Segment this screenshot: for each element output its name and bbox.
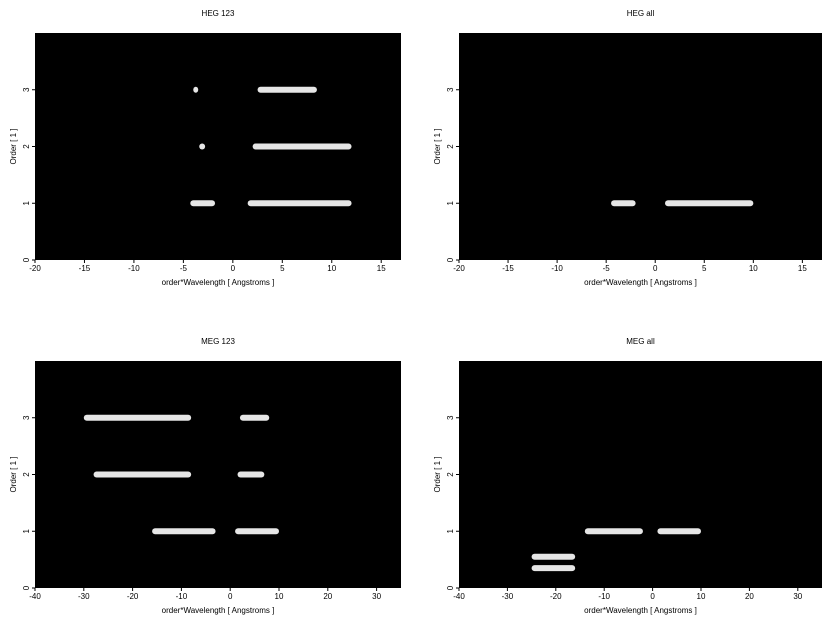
x-tick-label: 10: [327, 264, 336, 273]
band: [93, 471, 192, 478]
x-tick-label: 30: [372, 592, 381, 601]
x-tick-label: 0: [653, 264, 658, 273]
x-tick-label: 20: [323, 592, 332, 601]
x-tick-label: -10: [551, 264, 563, 273]
x-tick-label: 5: [702, 264, 707, 273]
x-tick-label: -15: [502, 264, 514, 273]
x-tick-label: 15: [798, 264, 807, 273]
chart-title: MEG all: [626, 337, 655, 346]
y-axis-label: Order [ 1 ]: [433, 456, 442, 492]
plot-background: [35, 361, 401, 588]
x-axis-label: order*Wavelength [ Angstroms ]: [162, 278, 275, 287]
y-tick-label: 0: [22, 585, 31, 590]
band: [531, 553, 576, 560]
y-axis-label: Order [ 1 ]: [9, 128, 18, 164]
y-tick-label: 1: [446, 200, 455, 205]
y-tick-label: 1: [22, 528, 31, 533]
x-tick-label: -40: [29, 592, 41, 601]
x-tick-label: -10: [176, 592, 188, 601]
x-axis-label: order*Wavelength [ Angstroms ]: [584, 278, 697, 287]
band: [252, 143, 352, 150]
y-axis-label: Order [ 1 ]: [9, 456, 18, 492]
x-tick-label: 20: [745, 592, 754, 601]
band: [83, 414, 192, 421]
x-tick-label: 10: [749, 264, 758, 273]
x-tick-label: -40: [453, 592, 465, 601]
band: [531, 565, 576, 572]
chart-title: HEG 123: [202, 9, 235, 18]
y-tick-label: 2: [22, 472, 31, 477]
x-tick-label: 0: [228, 592, 233, 601]
x-tick-label: 5: [280, 264, 285, 273]
x-tick-label: -20: [127, 592, 139, 601]
band: [584, 528, 643, 535]
band: [199, 143, 206, 150]
y-tick-label: 0: [446, 257, 455, 262]
x-tick-label: 10: [275, 592, 284, 601]
y-tick-label: 3: [446, 87, 455, 92]
x-tick-label: -10: [128, 264, 140, 273]
x-tick-label: -20: [29, 264, 41, 273]
y-tick-label: 0: [446, 585, 455, 590]
band: [237, 471, 265, 478]
x-tick-label: -20: [453, 264, 465, 273]
band: [611, 200, 636, 207]
y-tick-label: 1: [446, 528, 455, 533]
x-tick-label: -10: [598, 592, 610, 601]
y-tick-label: 2: [446, 472, 455, 477]
band: [257, 86, 317, 93]
x-tick-label: -5: [180, 264, 188, 273]
x-tick-label: 0: [231, 264, 236, 273]
band: [193, 86, 199, 93]
x-tick-label: 15: [377, 264, 386, 273]
y-tick-label: 2: [22, 144, 31, 149]
x-tick-label: -20: [550, 592, 562, 601]
band: [152, 528, 216, 535]
x-axis-label: order*Wavelength [ Angstroms ]: [584, 606, 697, 615]
x-tick-label: -15: [79, 264, 91, 273]
plot-background: [459, 33, 822, 260]
band: [190, 200, 216, 207]
x-axis-label: order*Wavelength [ Angstroms ]: [162, 606, 275, 615]
band: [665, 200, 754, 207]
y-axis-label: Order [ 1 ]: [433, 128, 442, 164]
band: [657, 528, 701, 535]
chart-title: MEG 123: [201, 337, 235, 346]
x-tick-label: 0: [650, 592, 655, 601]
y-tick-label: 3: [22, 415, 31, 420]
y-tick-label: 2: [446, 144, 455, 149]
band: [247, 200, 352, 207]
x-tick-label: -5: [603, 264, 611, 273]
band: [239, 414, 270, 421]
x-tick-label: 10: [697, 592, 706, 601]
band: [235, 528, 279, 535]
chart-title: HEG all: [627, 9, 655, 18]
y-tick-label: 3: [446, 415, 455, 420]
y-tick-label: 0: [22, 257, 31, 262]
plot-background: [459, 361, 822, 588]
x-tick-label: -30: [78, 592, 90, 601]
x-tick-label: -30: [502, 592, 514, 601]
y-tick-label: 3: [22, 87, 31, 92]
y-tick-label: 1: [22, 200, 31, 205]
x-tick-label: 30: [793, 592, 802, 601]
